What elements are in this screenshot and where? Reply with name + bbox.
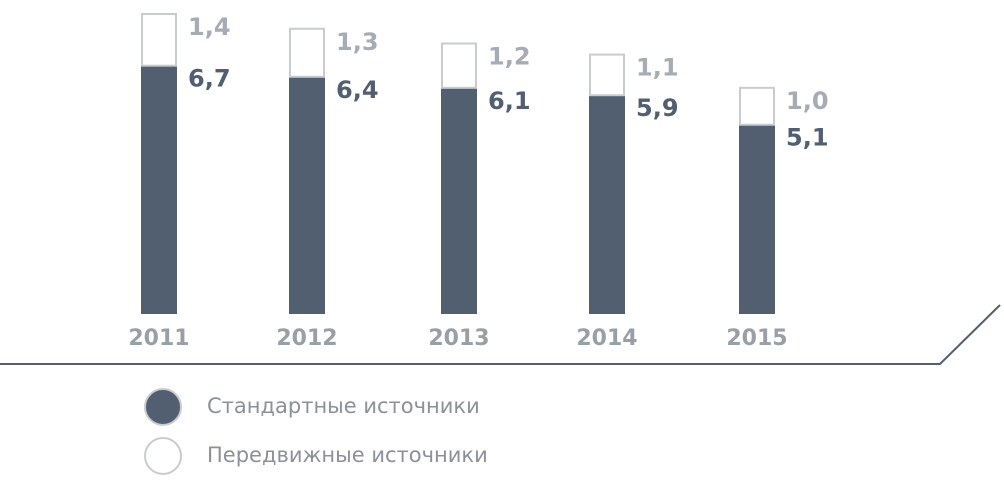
bar-segment — [589, 94, 625, 315]
value-label: 1,0 — [786, 87, 829, 115]
baseline-decoration — [0, 304, 1001, 365]
x-tick-label: 2014 — [576, 326, 637, 351]
value-label: 1,1 — [636, 54, 679, 82]
x-tick-label: 2013 — [428, 326, 489, 351]
value-label: 5,9 — [636, 94, 679, 122]
value-label: 1,3 — [336, 28, 379, 56]
bar-segment — [739, 123, 775, 314]
legend-label: Передвижные источники — [207, 443, 488, 467]
bar-segment — [289, 75, 325, 315]
value-label: 6,7 — [188, 65, 231, 93]
bar-segment — [441, 86, 477, 314]
value-label: 5,1 — [786, 124, 829, 152]
legend-label: Стандартные источники — [207, 394, 480, 418]
bar-segment — [589, 53, 625, 97]
value-label: 1,2 — [488, 43, 531, 71]
x-tick-label: 2011 — [128, 326, 189, 351]
legend-swatch — [144, 388, 182, 426]
bar-segment — [141, 13, 177, 67]
x-tick-label: 2015 — [726, 326, 787, 351]
value-label: 1,4 — [188, 13, 231, 41]
legend-swatch — [144, 437, 182, 475]
bar-segment — [441, 42, 477, 89]
value-label: 6,1 — [488, 87, 531, 115]
bar-segment — [739, 86, 775, 126]
bar-segment — [289, 27, 325, 78]
bar-segment — [141, 64, 177, 314]
value-label: 6,4 — [336, 76, 379, 104]
x-tick-label: 2012 — [276, 326, 337, 351]
